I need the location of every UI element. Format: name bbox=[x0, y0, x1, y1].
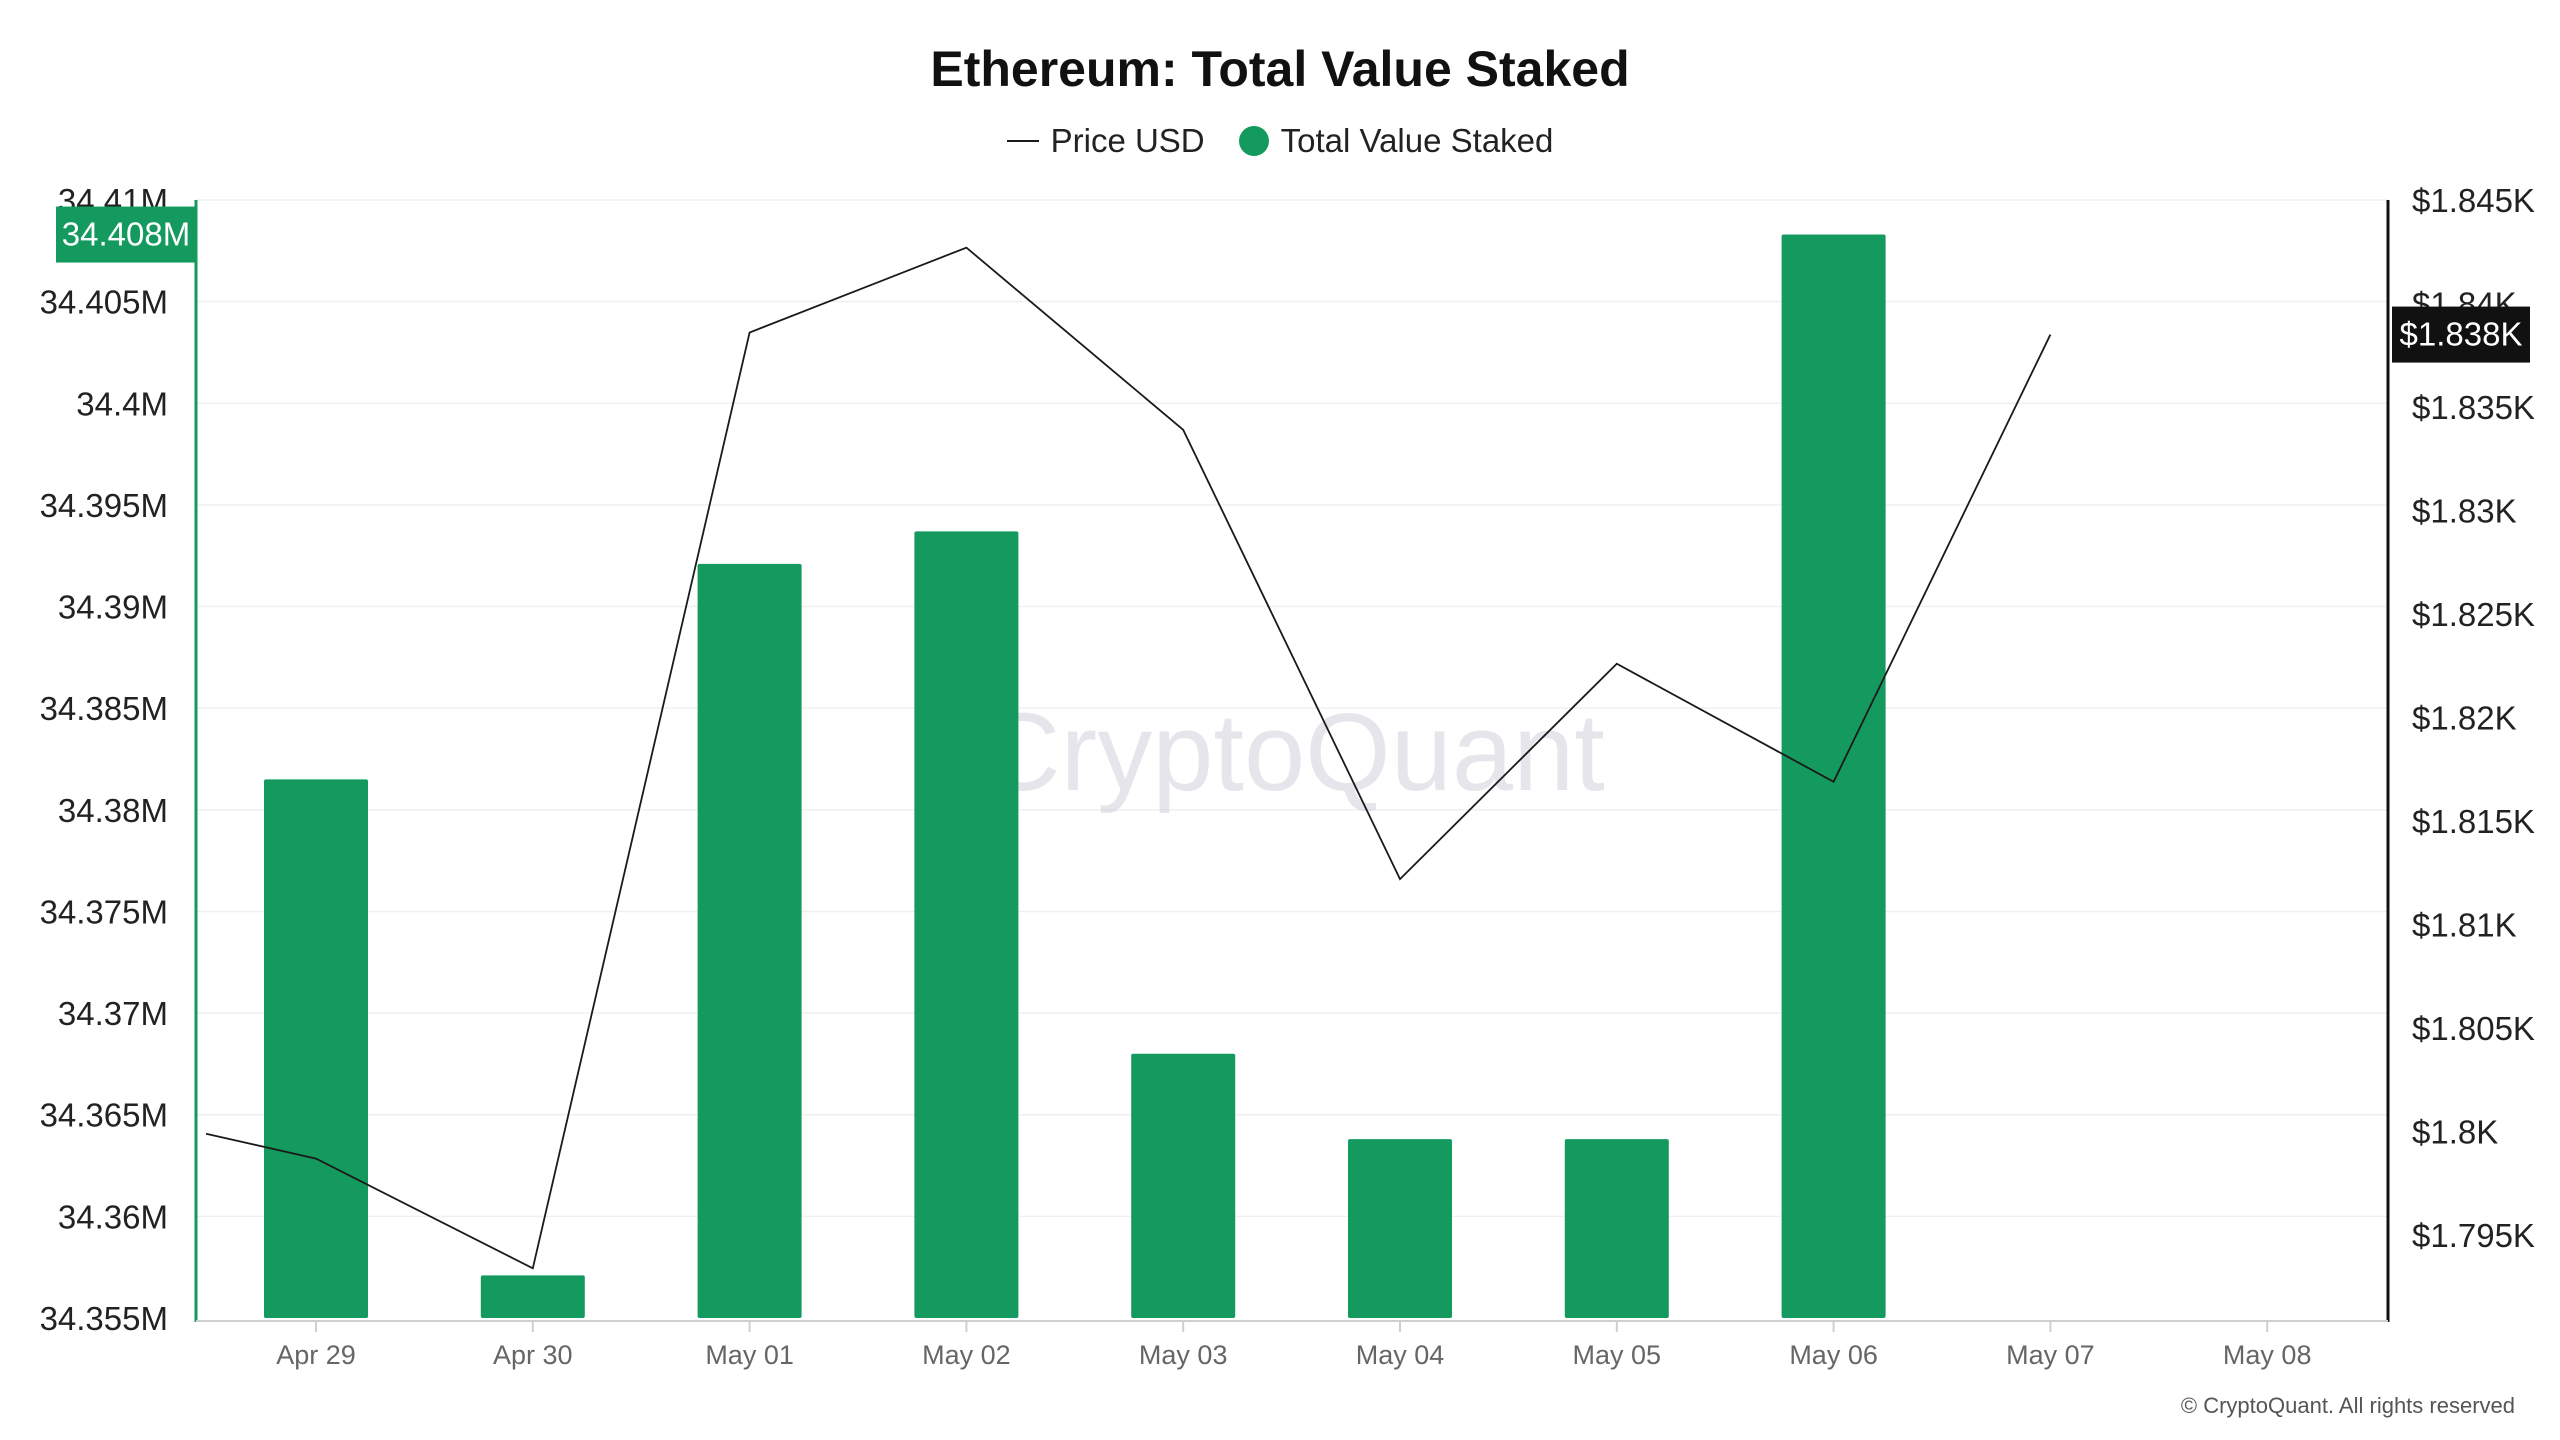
legend-staked-label: Total Value Staked bbox=[1280, 122, 1554, 159]
bar-apr-30 bbox=[480, 1275, 585, 1318]
right-tick-label: $1.835K bbox=[2412, 389, 2535, 426]
bars-group bbox=[264, 234, 1886, 1318]
right-tick-label: $1.845K bbox=[2412, 182, 2535, 219]
grid-lines bbox=[196, 199, 2388, 1218]
left-tick-label: 34.38M bbox=[58, 792, 168, 829]
copyright-text: © CryptoQuant. All rights reserved bbox=[2180, 1393, 2515, 1418]
bar-may-04 bbox=[1348, 1139, 1452, 1318]
left-tick-label: 34.4M bbox=[76, 385, 168, 422]
bar-may-06 bbox=[1781, 234, 1886, 1318]
right-tick-label: $1.825K bbox=[2412, 596, 2535, 633]
axis-highlights: 34.408M $1.838K bbox=[56, 206, 2530, 363]
legend-dot-swatch bbox=[1238, 126, 1269, 156]
x-tick-label: Apr 30 bbox=[493, 1340, 573, 1370]
legend-price-label: Price USD bbox=[1050, 122, 1205, 159]
bar-may-03 bbox=[1131, 1053, 1236, 1318]
right-tick-label: $1.83K bbox=[2412, 493, 2517, 530]
right-tick-label: $1.81K bbox=[2412, 907, 2517, 944]
bar-may-01 bbox=[697, 563, 802, 1318]
x-tick-label: May 07 bbox=[2006, 1340, 2095, 1370]
watermark: CryptoQuant bbox=[981, 691, 1605, 814]
price-line-group bbox=[205, 246, 2052, 1270]
left-tick-label: 34.37M bbox=[58, 995, 168, 1032]
x-tick-label: Apr 29 bbox=[276, 1340, 356, 1370]
right-highlight-label: $1.838K bbox=[2400, 316, 2523, 353]
left-tick-label: 34.375M bbox=[40, 893, 168, 930]
left-tick-label: 34.385M bbox=[40, 690, 168, 727]
x-tick-label: May 04 bbox=[1356, 1340, 1445, 1370]
left-tick-label: 34.39M bbox=[58, 589, 168, 626]
right-tick-label: $1.795K bbox=[2412, 1217, 2535, 1254]
chart-title: Ethereum: Total Value Staked bbox=[930, 41, 1630, 97]
chart-legend: Price USD Total Value Staked bbox=[0, 122, 2560, 160]
left-tick-label: 34.395M bbox=[40, 487, 168, 524]
left-tick-label: 34.355M bbox=[40, 1300, 168, 1337]
right-highlight-box bbox=[2392, 306, 2530, 363]
left-highlight-box bbox=[56, 206, 196, 263]
left-highlight-label: 34.408M bbox=[62, 216, 190, 253]
right-tick-label: $1.8K bbox=[2412, 1114, 2498, 1151]
left-tick-label: 34.365M bbox=[40, 1097, 168, 1134]
right-tick-label: $1.805K bbox=[2412, 1010, 2535, 1047]
right-tick-label: $1.82K bbox=[2412, 700, 2517, 737]
bar-may-02 bbox=[914, 531, 1019, 1318]
x-tick-label: May 05 bbox=[1573, 1340, 1662, 1370]
legend-item-staked[interactable]: Total Value Staked bbox=[1238, 122, 1554, 160]
right-tick-label: $1.815K bbox=[2412, 803, 2535, 840]
left-axis-ticks: 34.355M 34.36M 34.365M 34.37M 34.375M 34.38M 3… bbox=[40, 182, 168, 1337]
x-tick-label: May 01 bbox=[705, 1340, 794, 1370]
x-axis-ticks: Apr 29 Apr 30 May 01 May 02 May 03 May 04 May … bbox=[276, 1321, 2311, 1370]
x-tick-label: May 02 bbox=[922, 1340, 1011, 1370]
bar-may-05 bbox=[1564, 1139, 1669, 1318]
x-tick-label: May 03 bbox=[1139, 1340, 1228, 1370]
legend-item-price[interactable]: Price USD bbox=[1006, 122, 1205, 160]
legend-line-swatch bbox=[1006, 140, 1039, 142]
left-tick-label: 34.405M bbox=[40, 284, 168, 321]
left-tick-label: 34.36M bbox=[58, 1198, 168, 1235]
bar-apr-29 bbox=[264, 779, 368, 1318]
x-tick-label: May 06 bbox=[1789, 1340, 1878, 1370]
price-line bbox=[205, 246, 2052, 1270]
axes-group bbox=[194, 200, 2390, 1322]
x-tick-label: May 08 bbox=[2223, 1340, 2312, 1370]
